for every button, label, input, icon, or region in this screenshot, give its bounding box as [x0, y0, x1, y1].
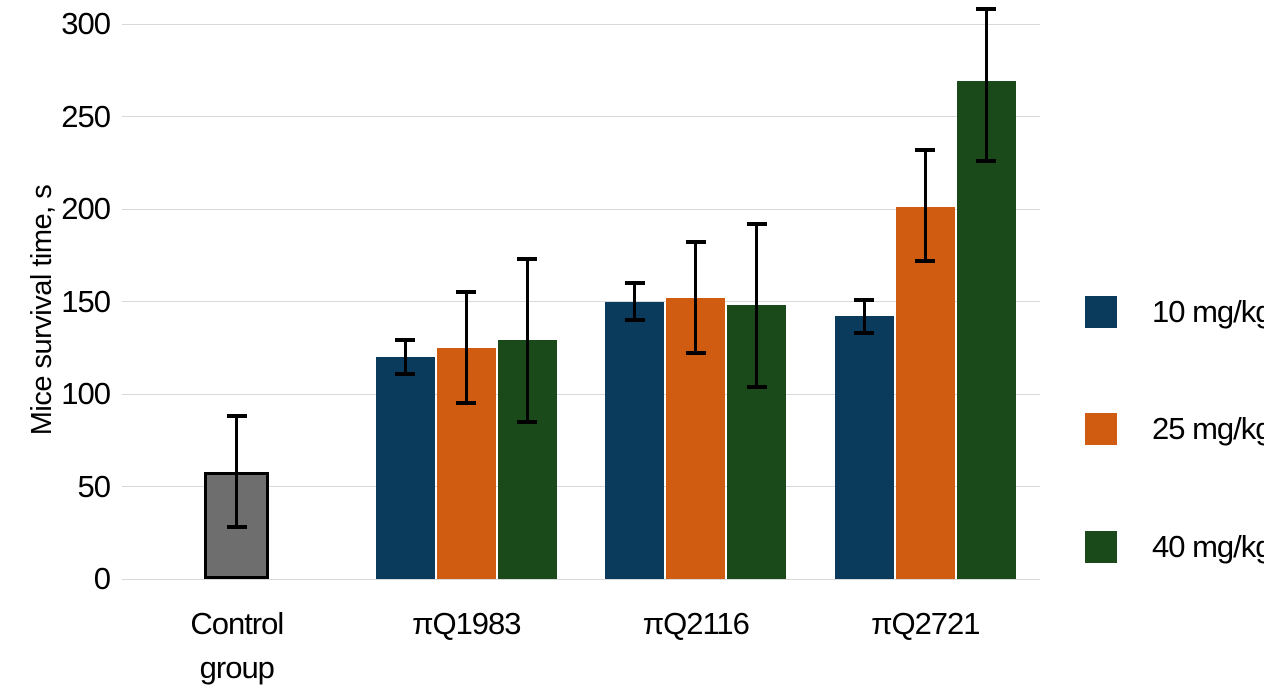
error-bar-cap-bottom — [456, 401, 477, 406]
gridline — [122, 393, 1040, 395]
x-axis-label-line: πQ2116 — [642, 606, 750, 641]
legend-label: 25 mg/kg — [1152, 411, 1264, 446]
error-bar-line — [403, 340, 407, 374]
x-axis-label-line: Control — [190, 606, 284, 641]
bar — [895, 207, 955, 579]
error-bar-cap-top — [456, 290, 477, 295]
y-tick-label: 0 — [93, 561, 111, 596]
error-bar-line — [923, 149, 927, 261]
bar — [605, 301, 665, 579]
error-bar-line — [235, 416, 239, 528]
x-axis-label: Control group — [117, 602, 357, 690]
legend-swatch — [1085, 531, 1117, 563]
y-tick-label: 50 — [77, 468, 111, 504]
y-tick-label: 300 — [61, 6, 111, 41]
error-bar-cap-bottom — [854, 330, 875, 335]
error-bar-cap-top — [517, 256, 538, 261]
error-bar-cap-top — [395, 338, 416, 343]
legend-label: 10 mg/kg — [1152, 294, 1264, 329]
y-tick-label: 150 — [61, 283, 111, 319]
gridline — [122, 486, 1040, 487]
error-bar-cap-top — [976, 7, 997, 12]
error-bar-cap-bottom — [517, 419, 538, 424]
gridline — [122, 116, 1040, 117]
x-axis-label: πQ2721 — [805, 602, 1045, 646]
x-axis-label: πQ1983 — [346, 602, 586, 646]
bar — [956, 81, 1016, 579]
error-bar-line — [755, 223, 759, 387]
error-bar-cap-top — [915, 147, 936, 152]
y-tick-label: 100 — [61, 376, 111, 411]
legend-label: 40 mg/kg — [1152, 529, 1264, 564]
error-bar-line — [633, 283, 637, 320]
error-bar-cap-bottom — [915, 258, 936, 263]
error-bar-cap-bottom — [395, 371, 416, 376]
x-axis-label: πQ2116 — [576, 602, 816, 646]
gridline — [122, 578, 1040, 580]
error-bar-cap-top — [685, 240, 706, 245]
error-bar-line — [984, 9, 988, 161]
legend-swatch — [1085, 413, 1117, 445]
gridline — [122, 301, 1040, 302]
error-bar-line — [525, 258, 529, 422]
y-tick-label: 250 — [61, 98, 111, 134]
gridline — [122, 23, 1040, 25]
error-bar-cap-bottom — [685, 351, 706, 356]
error-bar-cap-top — [624, 281, 645, 285]
bar — [834, 316, 894, 579]
x-axis-label-line: πQ1983 — [412, 606, 521, 641]
error-bar-cap-bottom — [976, 158, 997, 163]
error-bar-cap-top — [226, 414, 247, 419]
error-bar-cap-top — [746, 221, 767, 226]
error-bar-cap-bottom — [624, 318, 645, 322]
legend-swatch — [1085, 296, 1117, 328]
error-bar-cap-bottom — [746, 384, 767, 389]
bar — [375, 357, 435, 579]
gridline — [122, 208, 1040, 210]
y-tick-label: 200 — [61, 191, 111, 226]
x-axis-label-line: group — [199, 650, 275, 685]
error-bar-cap-bottom — [226, 525, 247, 530]
x-axis-label-line: πQ2721 — [871, 606, 980, 641]
error-bar-cap-top — [854, 297, 875, 302]
error-bar-line — [694, 242, 698, 354]
error-bar-line — [862, 299, 866, 333]
error-bar-line — [464, 292, 468, 404]
